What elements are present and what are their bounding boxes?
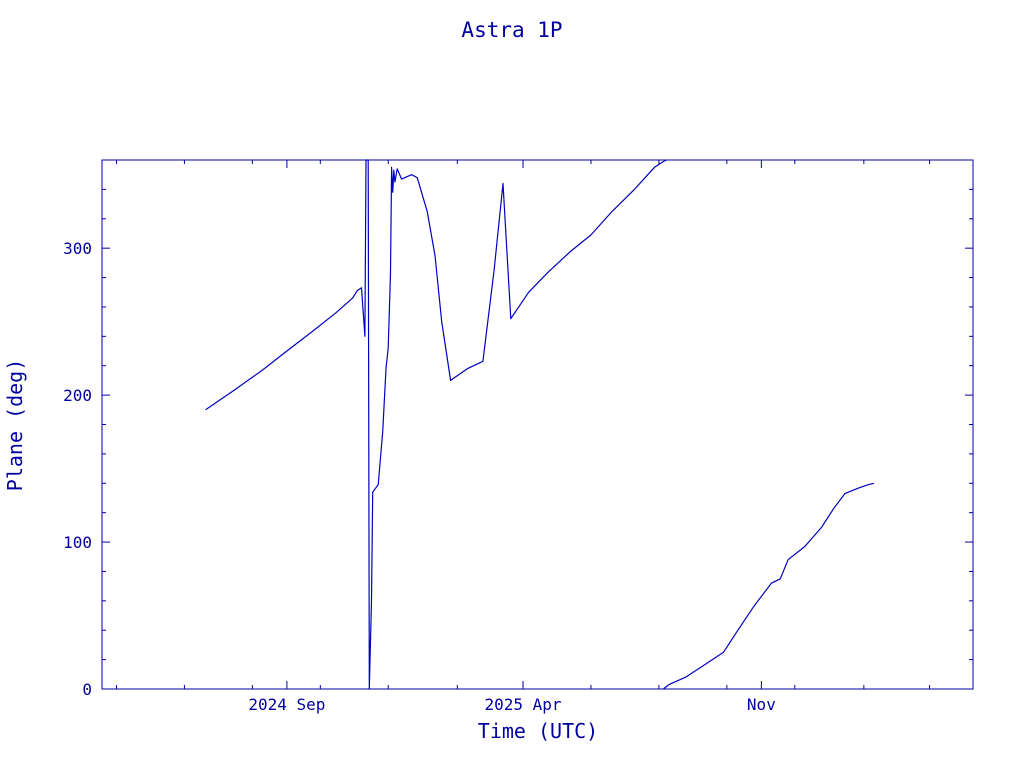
plot-frame [101, 159, 974, 690]
series-line-1 [205, 159, 667, 690]
y-tick-label: 200 [63, 386, 92, 405]
x-tick-label: Nov [747, 695, 776, 714]
y-axis-label: Plane (deg) [3, 359, 27, 491]
y-tick-labels: 0 100 200 300 [63, 239, 92, 699]
x-tick-label: 2024 Sep [248, 695, 325, 714]
y-tick-label: 300 [63, 239, 92, 258]
series-line-2 [663, 482, 875, 690]
y-tick-label: 0 [82, 680, 92, 699]
x-tick-label: 2025 Apr [484, 695, 561, 714]
tick-marks [102, 159, 973, 690]
data-lines [205, 159, 875, 690]
x-tick-labels: 2024 Sep 2025 Apr Nov [248, 695, 775, 714]
y-tick-label: 100 [63, 533, 92, 552]
chart-title: Astra 1P [461, 18, 562, 42]
x-axis-label: Time (UTC) [478, 719, 598, 743]
